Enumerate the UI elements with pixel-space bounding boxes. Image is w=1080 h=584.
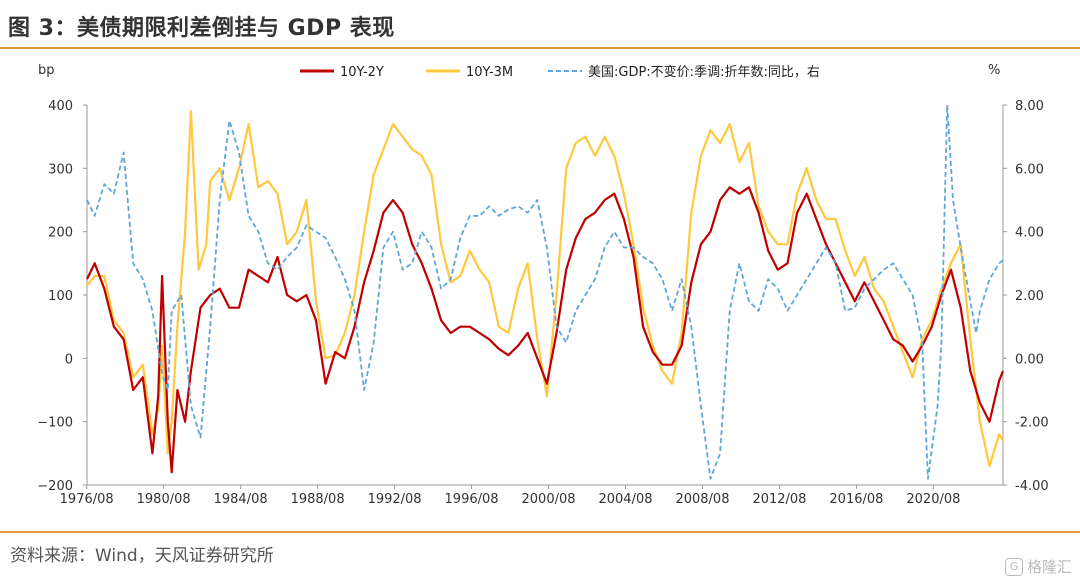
right-axis: 8.00 6.00 4.00 2.00 0.00 -2.00 -4.00 [1002,99,1049,494]
right-tick-label: 4.00 [1015,226,1044,241]
x-tick-label: 2020/08 [906,492,960,507]
left-tick-label: 400 [48,99,73,114]
x-tick-label: 1992/08 [368,492,422,507]
left-tick-label: −100 [37,416,73,431]
legend-label-1: 10Y-3M [466,65,513,80]
left-tick-label: 0 [65,352,73,367]
right-tick-label: 2.00 [1015,289,1044,304]
left-unit-label: bp [38,63,55,78]
right-tick-label: 8.00 [1015,99,1044,114]
right-tick-label: 6.00 [1015,162,1044,177]
x-tick-label: 2012/08 [752,492,806,507]
right-tick-label: -2.00 [1015,416,1049,431]
watermark-logo-icon: G [1004,557,1023,576]
x-tick-label: 1980/08 [137,492,191,507]
series-line-2 [86,104,1004,480]
legend-label-0: 10Y-2Y [340,65,384,80]
x-tick-label: 1988/08 [291,492,345,507]
right-unit-label: % [988,63,1000,78]
x-tick-label: 2008/08 [675,492,729,507]
x-tick-label: 1996/08 [445,492,499,507]
left-tick-label: 200 [48,226,73,241]
right-tick-label: 0.00 [1015,352,1044,367]
figure-title: 图 3：美债期限利差倒挂与 GDP 表现 [8,16,395,41]
x-tick-label: 1976/08 [60,492,114,507]
left-tick-label: −200 [37,479,73,494]
series-layer [86,104,1005,480]
source-note: 资料来源：Wind，天风证券研究所 [10,546,274,566]
series-line-0 [86,186,1005,474]
left-tick-label: 300 [48,162,73,177]
left-tick-label: 100 [48,289,73,304]
watermark-text: 格隆汇 [1026,558,1072,576]
legend-label-2: 美国:GDP:不变价:季调:折年数:同比，右 [588,64,820,80]
x-tick-label: 2016/08 [829,492,883,507]
title-rule [0,47,1080,49]
x-tick-label: 2000/08 [522,492,576,507]
right-tick-label: -4.00 [1015,479,1049,494]
watermark: G 格隆汇 [1004,556,1072,577]
x-tick-label: 1984/08 [214,492,268,507]
legend: 10Y-2Y 10Y-3M 美国:GDP:不变价:季调:折年数:同比，右 [300,64,820,80]
series-line-1 [86,110,1004,468]
x-tick-label: 2004/08 [598,492,652,507]
left-axis: 400 300 200 100 0 −100 −200 [37,99,88,494]
source-rule [0,531,1080,533]
chart-svg: 400 300 200 100 0 −100 −200 8.00 6.00 4.00 2.00 0.… [37,63,1049,507]
x-axis: 1976/08 1980/08 1984/08 1988/08 1992/08 1996/… [60,484,1003,507]
